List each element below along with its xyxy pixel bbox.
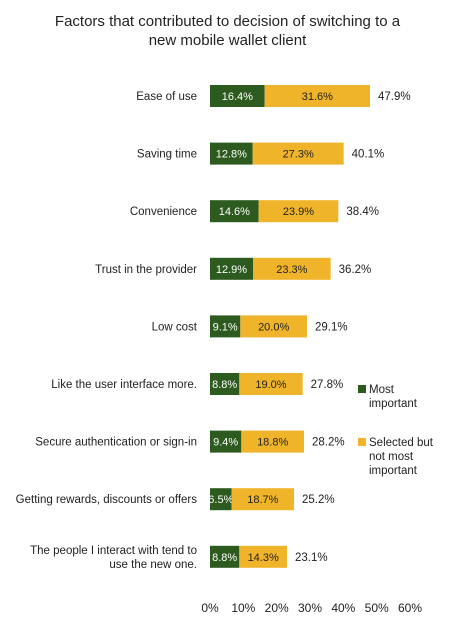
x-tick-label: 0% xyxy=(201,601,219,615)
total-label: 23.1% xyxy=(295,552,328,564)
data-label: 14.3% xyxy=(248,552,279,564)
bar-selected-not-most xyxy=(252,142,344,165)
data-label: 27.3% xyxy=(283,149,314,161)
x-tick-label: 30% xyxy=(298,601,322,615)
legend-swatch xyxy=(358,385,366,393)
x-tick-label: 10% xyxy=(231,601,255,615)
data-label: 23.3% xyxy=(276,264,307,276)
data-label: 14.6% xyxy=(219,206,250,218)
bar-selected-not-most xyxy=(240,315,307,338)
category-label: Like the user interface more. xyxy=(51,379,197,391)
data-label: 9.1% xyxy=(213,321,238,333)
x-tick-label: 60% xyxy=(398,601,422,615)
data-label: 18.7% xyxy=(247,494,278,506)
x-tick-label: 40% xyxy=(331,601,355,615)
data-label: 12.8% xyxy=(216,149,247,161)
data-label: 8.8% xyxy=(212,552,237,564)
data-label: 20.0% xyxy=(258,321,289,333)
data-label: 19.0% xyxy=(255,379,286,391)
data-label: 6.5% xyxy=(208,494,233,506)
category-label: Getting rewards, discounts or offers xyxy=(16,494,198,506)
bar-selected-not-most xyxy=(264,85,370,107)
category-label: Trust in the provider xyxy=(95,264,197,276)
chart-title-line: Factors that contributed to decision of … xyxy=(54,13,401,30)
bar-selected-not-most xyxy=(253,257,331,280)
bar-most-important xyxy=(210,257,253,280)
category-label: Low cost xyxy=(152,321,198,333)
category-label: Saving time xyxy=(137,149,197,161)
data-label: 16.4% xyxy=(222,91,253,103)
category-label: Ease of use xyxy=(136,91,197,103)
category-label: The people I interact with tend to xyxy=(30,545,197,557)
legend-swatch xyxy=(358,438,366,446)
category-label: use the new one. xyxy=(109,559,197,571)
total-label: 38.4% xyxy=(346,206,379,218)
bar-selected-not-most xyxy=(258,200,339,223)
total-label: 25.2% xyxy=(302,494,335,506)
bar-most-important xyxy=(210,315,241,338)
total-label: 27.8% xyxy=(311,379,344,391)
x-tick-label: 50% xyxy=(365,601,389,615)
bar-most-important xyxy=(210,545,240,568)
data-label: 12.9% xyxy=(216,264,247,276)
bar-most-important xyxy=(210,373,240,395)
bar-most-important xyxy=(210,488,232,511)
bar-most-important xyxy=(210,142,253,165)
legend-label: important xyxy=(369,465,418,477)
bar-selected-not-most xyxy=(239,545,287,568)
x-tick-label: 20% xyxy=(265,601,289,615)
category-label: Convenience xyxy=(130,206,197,218)
bar-selected-not-most xyxy=(241,430,304,453)
data-label: 18.8% xyxy=(257,437,288,449)
total-label: 29.1% xyxy=(315,321,348,333)
bar-selected-not-most xyxy=(239,373,303,395)
bar-selected-not-most xyxy=(231,488,294,511)
chart-title: Factors that contributed to decision of … xyxy=(0,12,455,50)
data-label: 8.8% xyxy=(212,379,237,391)
legend-label: Selected but xyxy=(369,437,434,449)
bar-most-important xyxy=(210,430,242,453)
total-label: 40.1% xyxy=(352,149,385,161)
total-label: 47.9% xyxy=(378,91,411,103)
legend-label: not most xyxy=(369,451,414,463)
data-label: 23.9% xyxy=(283,206,314,218)
category-label: Secure authentication or sign-in xyxy=(35,437,197,449)
bar-most-important xyxy=(210,200,259,223)
legend-label: Most xyxy=(369,384,395,396)
total-label: 36.2% xyxy=(339,264,372,276)
chart-title-line: new mobile wallet client xyxy=(148,32,307,49)
total-label: 28.2% xyxy=(312,437,345,449)
bar-most-important xyxy=(210,85,265,107)
legend-label: important xyxy=(369,398,418,410)
data-label: 31.6% xyxy=(302,91,333,103)
data-label: 9.4% xyxy=(213,437,238,449)
